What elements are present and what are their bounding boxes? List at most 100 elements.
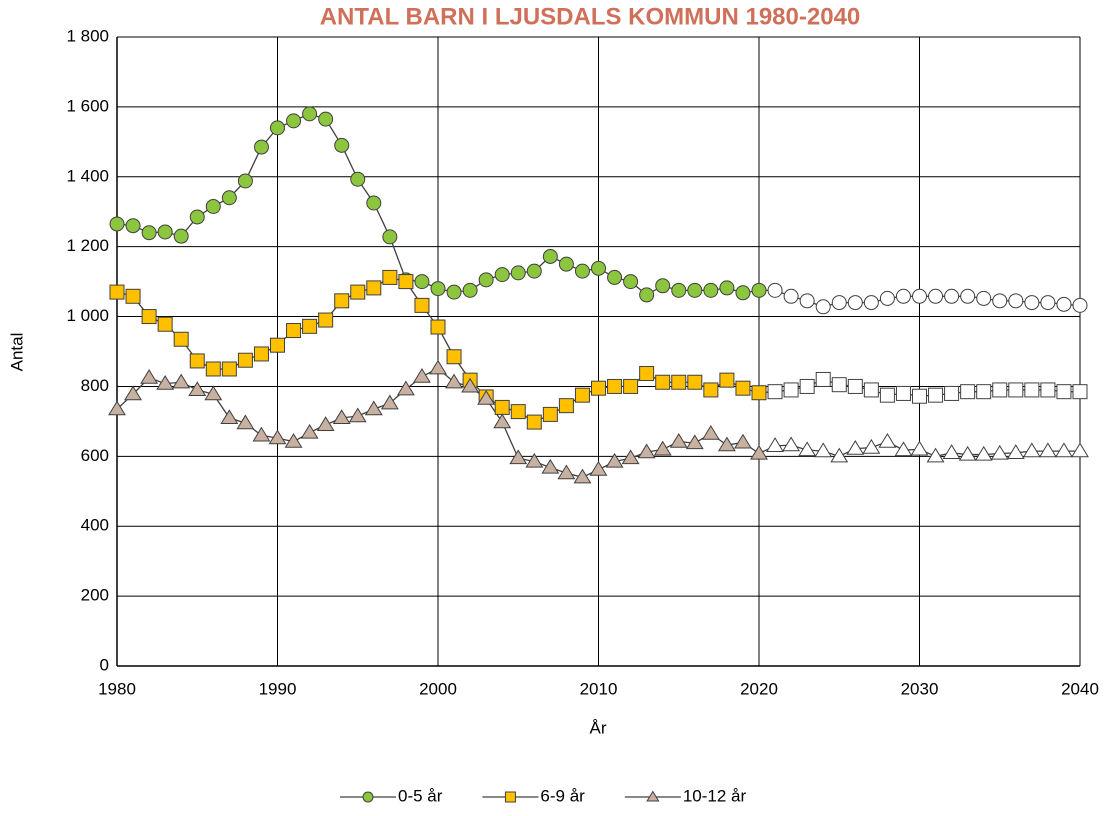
x-tick-label: 2040 bbox=[1061, 679, 1099, 698]
data-point bbox=[958, 445, 977, 461]
data-point bbox=[655, 374, 671, 390]
data-point bbox=[318, 312, 334, 328]
data-point bbox=[942, 444, 961, 459]
x-tick-label: 1990 bbox=[259, 679, 297, 698]
data-point bbox=[430, 319, 446, 335]
data-point bbox=[332, 409, 351, 424]
data-point bbox=[734, 433, 752, 449]
data-point bbox=[413, 367, 431, 383]
data-point bbox=[172, 373, 191, 389]
data-point bbox=[462, 282, 478, 298]
data-point bbox=[637, 443, 656, 459]
y-tick-label: 1 800 bbox=[66, 26, 109, 45]
data-point bbox=[494, 267, 510, 283]
data-point bbox=[157, 224, 173, 240]
data-point bbox=[639, 366, 655, 382]
data-point bbox=[814, 442, 833, 458]
data-point bbox=[268, 429, 287, 445]
data-point bbox=[960, 384, 976, 400]
data-point bbox=[204, 385, 223, 401]
data-point bbox=[364, 400, 383, 416]
data-point bbox=[558, 398, 574, 414]
data-point bbox=[974, 445, 993, 461]
data-point bbox=[510, 265, 526, 281]
data-point bbox=[557, 464, 576, 480]
legend-label: 6-9 år bbox=[540, 786, 585, 805]
data-point bbox=[926, 447, 945, 463]
data-point bbox=[270, 120, 285, 136]
data-point bbox=[302, 318, 318, 334]
y-tick-label: 200 bbox=[81, 586, 109, 605]
data-point bbox=[334, 293, 350, 309]
legend-label: 0-5 år bbox=[398, 786, 443, 805]
data-point bbox=[1055, 442, 1073, 458]
data-point bbox=[1040, 295, 1056, 311]
data-point bbox=[815, 371, 831, 387]
data-point bbox=[188, 381, 207, 397]
data-point bbox=[558, 256, 574, 272]
legend-marker bbox=[646, 790, 660, 802]
data-point bbox=[253, 139, 269, 155]
data-point bbox=[976, 384, 992, 400]
data-point bbox=[382, 229, 398, 245]
data-point bbox=[655, 278, 671, 294]
data-point bbox=[669, 432, 688, 448]
data-point bbox=[221, 361, 237, 377]
data-point bbox=[990, 444, 1009, 460]
data-point bbox=[639, 287, 655, 303]
data-point bbox=[751, 385, 767, 401]
data-point bbox=[140, 369, 159, 384]
y-tick-label: 1 000 bbox=[66, 306, 109, 325]
y-tick-label: 1 600 bbox=[66, 96, 109, 115]
data-point bbox=[494, 399, 510, 415]
data-point bbox=[398, 274, 414, 290]
data-point bbox=[830, 447, 849, 463]
data-point bbox=[237, 352, 253, 368]
data-point bbox=[414, 274, 430, 290]
data-point bbox=[1038, 442, 1057, 458]
data-point bbox=[1008, 293, 1024, 309]
data-point bbox=[252, 426, 271, 442]
data-point bbox=[798, 441, 817, 457]
data-point bbox=[189, 353, 205, 369]
data-point bbox=[831, 295, 847, 311]
data-point bbox=[189, 209, 205, 225]
data-point bbox=[895, 288, 911, 304]
data-point bbox=[623, 378, 639, 394]
data-point bbox=[687, 374, 703, 390]
data-point bbox=[302, 106, 318, 122]
data-point bbox=[124, 385, 142, 401]
data-point bbox=[912, 288, 927, 304]
data-point bbox=[236, 414, 255, 430]
data-point bbox=[831, 377, 847, 393]
data-point bbox=[846, 439, 865, 455]
data-point bbox=[221, 190, 237, 206]
data-point bbox=[173, 331, 189, 347]
data-point bbox=[1056, 296, 1072, 312]
data-point bbox=[350, 171, 366, 187]
data-point bbox=[478, 272, 494, 288]
data-point bbox=[591, 380, 606, 396]
data-point bbox=[366, 195, 382, 211]
data-point bbox=[910, 440, 929, 456]
data-point bbox=[912, 388, 927, 404]
data-point bbox=[976, 290, 992, 306]
data-point bbox=[286, 323, 302, 339]
data-point bbox=[477, 390, 496, 405]
data-point bbox=[300, 423, 319, 439]
y-tick-label: 800 bbox=[81, 376, 109, 395]
legend-label: 10-12 år bbox=[683, 786, 747, 805]
data-point bbox=[751, 282, 767, 298]
data-point bbox=[526, 414, 542, 430]
data-point bbox=[205, 198, 221, 214]
x-tick-label: 2020 bbox=[740, 679, 778, 698]
legend-marker bbox=[504, 791, 516, 803]
y-tick-label: 400 bbox=[81, 516, 109, 535]
data-point bbox=[799, 293, 815, 309]
data-point bbox=[591, 260, 606, 276]
data-point bbox=[380, 394, 399, 410]
x-tick-label: 2030 bbox=[901, 679, 939, 698]
data-point bbox=[862, 438, 881, 454]
data-point bbox=[671, 282, 687, 298]
